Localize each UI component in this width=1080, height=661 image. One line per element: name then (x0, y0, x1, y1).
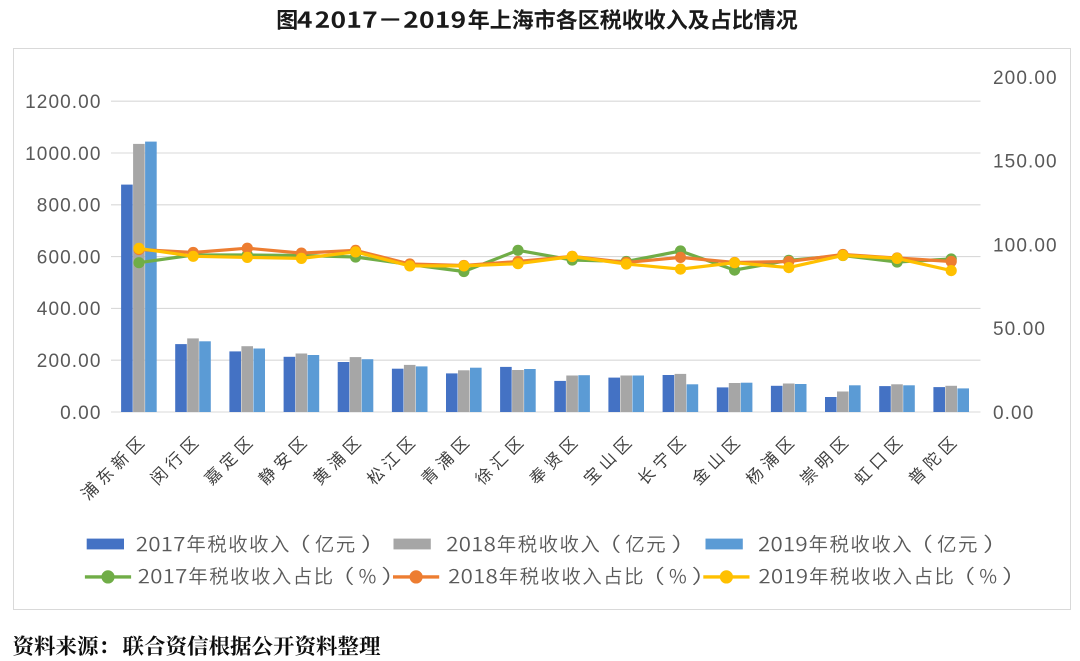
svg-text:0.00: 0.00 (60, 403, 101, 424)
svg-text:800.00: 800.00 (37, 196, 102, 217)
svg-text:0.00: 0.00 (993, 403, 1034, 424)
svg-text:600.00: 600.00 (37, 247, 102, 268)
svg-text:200.00: 200.00 (37, 351, 102, 372)
svg-text:100.00: 100.00 (993, 235, 1058, 256)
svg-text:150.00: 150.00 (993, 152, 1058, 173)
svg-text:400.00: 400.00 (37, 299, 102, 320)
svg-text:200.00: 200.00 (993, 68, 1058, 89)
svg-text:1200.00: 1200.00 (25, 92, 101, 113)
svg-text:1000.00: 1000.00 (25, 144, 101, 165)
svg-text:50.00: 50.00 (993, 319, 1046, 340)
